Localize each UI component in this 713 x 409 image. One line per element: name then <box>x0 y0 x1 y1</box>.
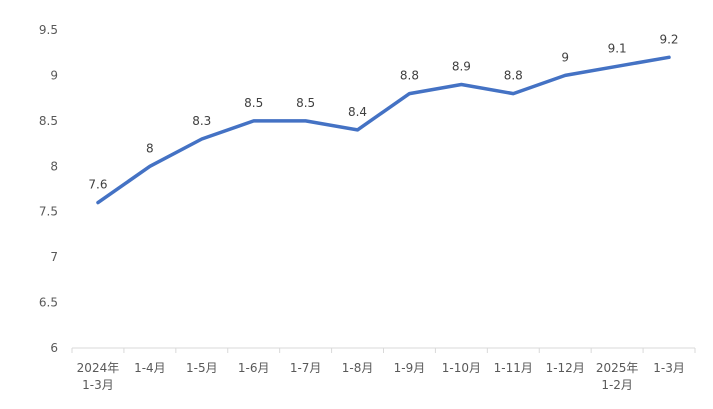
x-tick-label: 1-11月 <box>494 361 533 375</box>
x-tick-label: 1-3月 <box>653 361 685 375</box>
x-tick-label: 2024年 <box>77 361 120 375</box>
x-axis-ticks <box>71 348 696 353</box>
x-tick-label: 1-5月 <box>186 361 218 375</box>
x-tick-label: 1-4月 <box>134 361 166 375</box>
y-tick-label: 7 <box>50 250 58 264</box>
data-labels: 7.6 8 8.3 8.5 8.5 8.4 8.8 8.9 8.8 9 9.1 9.2 <box>88 32 678 191</box>
data-label: 7.6 <box>88 178 107 192</box>
y-tick-label: 6.5 <box>39 296 58 310</box>
data-label: 9.2 <box>659 32 678 46</box>
data-label: 8.5 <box>244 96 263 110</box>
x-axis-labels: 2024年 1-3月 1-4月 1-5月 1-6月 1-7月 1-8月 1-9月 1-10月 1-… <box>77 361 685 392</box>
data-label: 8.4 <box>348 105 367 119</box>
y-axis: 6 6.5 7 7.5 8 8.5 9 9.5 <box>39 23 58 355</box>
y-tick-label: 8 <box>50 159 58 173</box>
y-tick-label: 9 <box>50 68 58 82</box>
data-label: 9 <box>561 50 569 64</box>
x-tick-label: 1-8月 <box>342 361 374 375</box>
data-label: 8 <box>146 141 154 155</box>
x-tick-label: 1-12月 <box>546 361 585 375</box>
y-tick-label: 6 <box>50 341 58 355</box>
x-tick-label: 2025年 <box>596 361 639 375</box>
y-tick-label: 9.5 <box>39 23 58 37</box>
data-label: 8.3 <box>192 114 211 128</box>
x-tick-label: 1-2月 <box>601 378 633 392</box>
y-tick-label: 7.5 <box>39 205 58 219</box>
x-tick-label: 1-10月 <box>442 361 481 375</box>
x-tick-label: 1-9月 <box>394 361 426 375</box>
x-tick-label: 1-7月 <box>290 361 322 375</box>
data-label: 8.5 <box>296 96 315 110</box>
x-tick-label: 1-6月 <box>238 361 270 375</box>
data-label: 9.1 <box>608 41 627 55</box>
x-tick-label: 1-3月 <box>82 378 114 392</box>
data-label: 8.9 <box>452 60 471 74</box>
data-label: 8.8 <box>504 69 523 83</box>
y-tick-label: 8.5 <box>39 114 58 128</box>
series-line <box>96 55 671 205</box>
data-label: 8.8 <box>400 69 419 83</box>
